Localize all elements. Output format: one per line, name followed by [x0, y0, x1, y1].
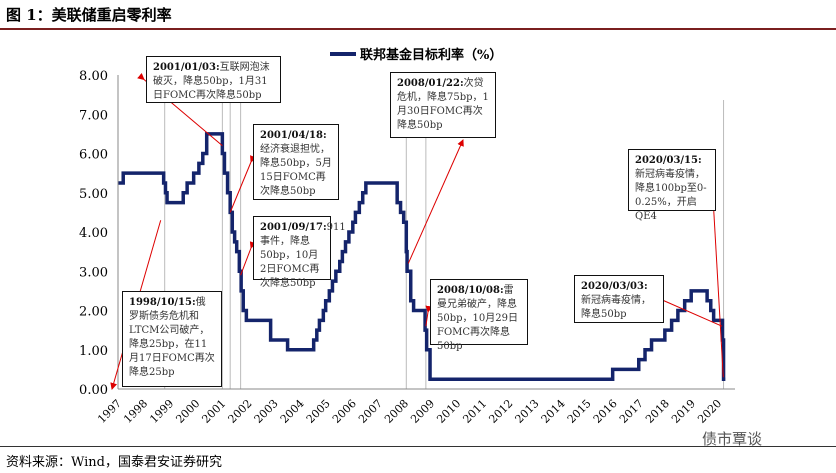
x-tick-label: 1997	[95, 397, 124, 426]
x-tick-label: 1999	[147, 397, 176, 426]
annotation-box: 2020/03/15: 新冠病毒疫情，降息100bp至0-0.25%，开启QE4	[628, 149, 716, 222]
x-tick-label: 2020	[695, 397, 724, 426]
legend: 联邦基金目标利率（%）	[330, 47, 502, 63]
y-tick-label: 4.00	[79, 226, 108, 241]
y-tick-label: 6.00	[79, 148, 108, 163]
annotation-text: 911事件，降息50bp，10月2日FOMC再次降息50bp	[260, 222, 346, 289]
annotation-text: 俄罗斯债务危机和LTCM公司破产，降息25bp，在11月17日FOMC再次降息2…	[129, 297, 215, 378]
x-tick-label: 2018	[643, 397, 672, 426]
watermark: 债市覃谈	[702, 430, 763, 448]
legend-label: 联邦基金目标利率（%）	[360, 47, 502, 63]
annotation-date: 2001/04/18:	[260, 130, 327, 141]
x-tick-label: 2012	[486, 397, 515, 426]
annotation-text: 新冠病毒疫情，降息100bp至0-0.25%，开启QE4	[635, 169, 707, 222]
annotation-box: 2001/09/17:911事件，降息50bp，10月2日FOMC再次降息50b…	[253, 216, 346, 289]
title-divider	[0, 28, 836, 30]
x-tick-label: 2008	[382, 397, 411, 426]
x-tick-label: 2015	[565, 397, 594, 426]
fed-funds-chart: 0.00 1.00 2.00 3.00 4.00 5.00 6.00 7.00 8.00 1997…	[79, 47, 735, 426]
x-tick-label: 2011	[460, 397, 489, 426]
annotation-text: 经济衰退担忧，降息50bp，5月15日FOMC再次降息50bp	[260, 144, 332, 197]
y-tick-label: 8.00	[79, 69, 108, 84]
annotation-date: 2001/09/17:	[260, 222, 327, 233]
x-tick-label: 2003	[252, 397, 281, 426]
y-tick-label: 1.00	[79, 344, 108, 359]
annotation-arrow	[653, 293, 723, 327]
annotation-date: 1998/10/15:	[129, 297, 196, 308]
annotation-date: 2001/01/03:	[153, 62, 220, 73]
annotation-box: 2001/01/03:互联网泡沫破灭，降息50bp，1月31日FOMC再次降息5…	[146, 56, 281, 103]
x-tick-label: 2009	[408, 397, 437, 426]
annotation-arrow	[425, 305, 433, 327]
footer-divider	[0, 446, 836, 447]
annotation-arrow	[240, 241, 257, 276]
x-tick-label: 2000	[173, 397, 202, 426]
x-tick-label: 1998	[121, 397, 150, 426]
annotation-date: 2008/10/08:	[437, 285, 504, 296]
annotation-text: 新冠病毒疫情，降息50bp	[581, 295, 651, 320]
x-tick-label: 2007	[356, 397, 385, 426]
x-tick-label: 2014	[539, 397, 568, 426]
annotation-date: 2008/01/22:	[397, 78, 464, 89]
annotation-text: 次贷危机，降息75bp，1月30日FOMC再次降息50bp	[397, 78, 489, 131]
source-note: 资料来源：Wind，国泰君安证券研究	[6, 455, 222, 470]
x-tick-label: 2013	[513, 397, 542, 426]
x-tick-label: 2004	[278, 397, 307, 426]
annotation-arrow	[229, 155, 257, 213]
annotation-date: 2020/03/15:	[635, 155, 702, 166]
annotation-box: 2020/03/03: 新冠病毒疫情，降息50bp	[574, 275, 664, 323]
annotation-text: 雷曼兄弟破产，降息50bp，10月29日FOMC再次降息50bp	[437, 285, 518, 352]
y-tick-label: 2.00	[79, 305, 108, 320]
annotation-text: 互联网泡沫破灭，降息50bp，1月31日FOMC再次降息50bp	[153, 62, 270, 101]
x-tick-label: 2002	[226, 397, 255, 426]
x-tick-label: 2006	[330, 397, 359, 426]
annotation-box: 2008/01/22:次贷危机，降息75bp，1月30日FOMC再次降息50bp	[390, 72, 496, 138]
x-tick-label: 2005	[304, 397, 333, 426]
figure-title: 图 1：美联储重启零利率	[6, 6, 172, 24]
x-tick-label: 2001	[199, 397, 228, 426]
annotation-box: 2008/10/08:雷曼兄弟破产，降息50bp，10月29日FOMC再次降息5…	[430, 279, 528, 352]
annotation-arrow	[708, 173, 724, 378]
x-tick-label: 2010	[434, 397, 463, 426]
annotation-date: 2020/03/03:	[581, 281, 648, 292]
x-tick-label: 2016	[591, 397, 620, 426]
annotation-box: 1998/10/15:俄罗斯债务危机和LTCM公司破产，降息25bp，在11月1…	[122, 291, 222, 387]
annotation-box: 2001/04/18: 经济衰退担忧，降息50bp，5月15日FOMC再次降息50…	[253, 124, 339, 200]
y-tick-label: 3.00	[79, 265, 108, 280]
y-tick-label: 7.00	[79, 108, 108, 123]
y-tick-label: 5.00	[79, 187, 108, 202]
annotation-arrow	[407, 139, 464, 264]
fed-funds-rate-line	[118, 132, 726, 381]
x-tick-label: 2017	[617, 397, 646, 426]
x-tick-label: 2019	[669, 397, 698, 426]
y-tick-label: 0.00	[79, 383, 108, 398]
